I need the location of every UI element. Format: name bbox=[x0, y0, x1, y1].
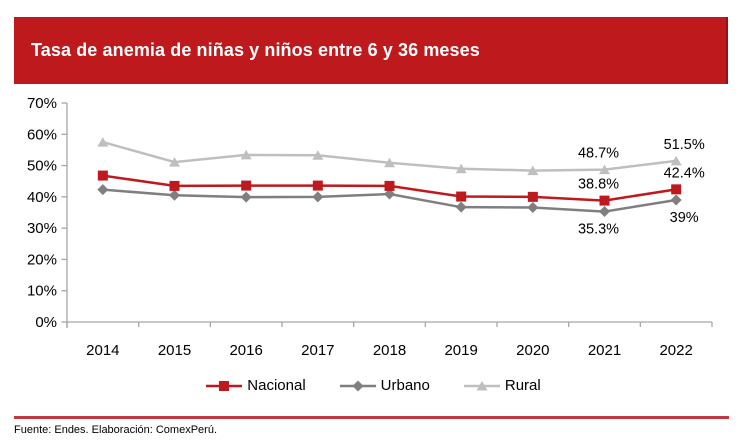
x-tick-label: 2015 bbox=[158, 342, 191, 359]
legend-item-nacional: Nacional bbox=[206, 377, 306, 394]
x-axis: 2014 2015 2016 2017 2018 2019 2020 2021 2022 bbox=[66, 321, 713, 359]
svg-text:70%: 70% bbox=[27, 95, 57, 112]
x-tick-label: 2018 bbox=[373, 342, 406, 359]
legend-item-urbano: Urbano bbox=[339, 377, 430, 394]
x-tick-label: 2014 bbox=[86, 342, 119, 359]
point-label: 35.3% bbox=[578, 222, 619, 238]
footer-divider bbox=[14, 416, 729, 419]
chart-legend: Nacional Urbano Rural bbox=[0, 377, 747, 394]
series-urbano bbox=[97, 184, 682, 218]
series-nacional bbox=[97, 170, 682, 206]
point-label: 51.5% bbox=[664, 137, 705, 153]
nacional-line-sample-icon bbox=[206, 380, 243, 391]
legend-label-rural: Rural bbox=[504, 377, 541, 394]
data-labels: 38.8% 42.4% 35.3% 39% 48.7% 51.5% bbox=[578, 137, 705, 238]
x-tick-label: 2016 bbox=[229, 342, 262, 359]
svg-text:10%: 10% bbox=[27, 283, 57, 300]
point-label: 48.7% bbox=[578, 146, 619, 162]
point-label: 39% bbox=[670, 210, 699, 226]
rural-line-sample-icon bbox=[463, 380, 500, 390]
series-rural bbox=[97, 137, 682, 176]
source-text: Fuente: Endes. Elaboración: ComexPerú. bbox=[14, 424, 218, 436]
x-tick-label: 2021 bbox=[588, 342, 621, 359]
x-tick-label: 2017 bbox=[301, 342, 334, 359]
legend-item-rural: Rural bbox=[463, 377, 541, 394]
anemia-line-chart: 0%10%20%30%40%50%60%70%2014 2015 2016 2017 2… bbox=[27, 95, 713, 359]
svg-text:60%: 60% bbox=[27, 126, 57, 143]
chart-title-banner: Tasa de anemia de niñas y niños entre 6 … bbox=[14, 17, 728, 84]
svg-text:50%: 50% bbox=[27, 158, 57, 175]
x-tick-label: 2022 bbox=[659, 342, 692, 359]
legend-label-nacional: Nacional bbox=[247, 377, 306, 394]
x-tick-label: 2020 bbox=[516, 342, 549, 359]
svg-text:20%: 20% bbox=[27, 251, 57, 268]
svg-text:0%: 0% bbox=[35, 314, 57, 331]
svg-text:40%: 40% bbox=[27, 189, 57, 206]
svg-text:30%: 30% bbox=[27, 220, 57, 237]
point-label: 38.8% bbox=[578, 177, 619, 193]
legend-label-urbano: Urbano bbox=[380, 377, 430, 394]
point-label: 42.4% bbox=[664, 165, 705, 181]
y-axis: 0% 10% 20% 30% 40% 50% 60% 70% bbox=[27, 95, 68, 331]
urbano-line-sample-icon bbox=[339, 380, 376, 391]
x-tick-label: 2019 bbox=[444, 342, 477, 359]
chart-title: Tasa de anemia de niñas y niños entre 6 … bbox=[31, 40, 480, 60]
